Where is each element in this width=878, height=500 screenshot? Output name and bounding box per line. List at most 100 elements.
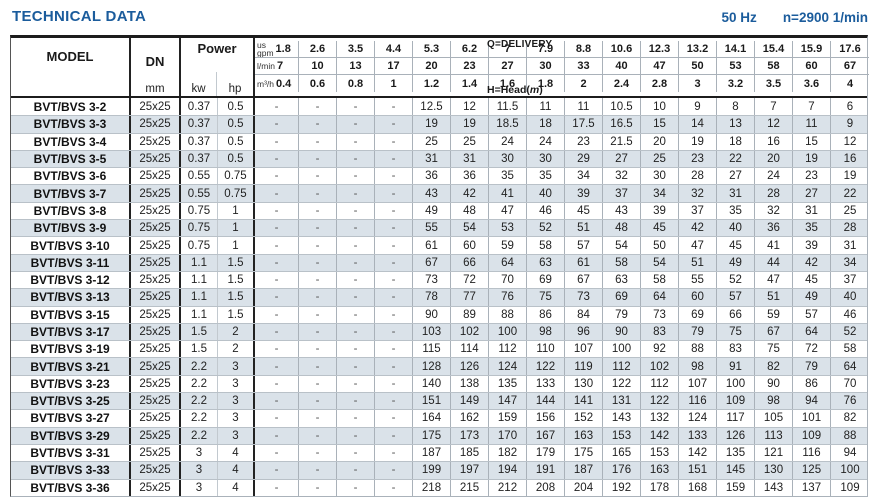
kw-cell: 0.75 [181, 220, 218, 237]
model-cell: BVT/BVS 3-10 [11, 237, 131, 254]
head-cell: 11 [793, 116, 831, 133]
speed-label: n=2900 1/min [782, 10, 868, 25]
head-cell: 96 [565, 323, 603, 341]
head-cell: 12 [451, 98, 489, 116]
dn-cell: 25x25 [131, 444, 181, 462]
head-cell: 109 [793, 427, 831, 444]
head-cell: - [255, 202, 299, 220]
hp-cell: 0.5 [218, 98, 255, 116]
kw-cell: 3 [181, 444, 218, 462]
kw-cell: 1.5 [181, 323, 218, 341]
head-cell: 112 [603, 358, 641, 375]
head-cell: 19 [451, 116, 489, 133]
delivery-m3_h-cell: 1.6 [489, 75, 527, 93]
table-row: BVT/BVS 3-13 25x25 1.1 1.5- - - -78 77 76 75 73 69 6… [11, 288, 867, 306]
head-cell: 64 [843, 360, 857, 373]
head-cell: 52 [527, 220, 565, 237]
dn-cell: 25x25 [131, 289, 181, 306]
delivery-units-grid: us gpm 1.8 2.6 3.5 4.4 5.3 6.2 7 7.9 8.8 10.6 12.3 13… [255, 41, 869, 93]
head-cell: - [337, 393, 375, 410]
table-row: BVT/BVS 3-19 25x25 1.5 2- - - -115 114 112 110 107… [11, 340, 867, 358]
delivery-us_gpm-cell: 15.9 [793, 41, 831, 59]
page-title: TECHNICAL DATA [12, 8, 147, 25]
delivery-value: 0.8 [347, 77, 364, 90]
hp-cell: 2 [218, 323, 255, 341]
head-cell: - [375, 289, 413, 306]
head-cell: 70 [489, 271, 527, 289]
model-cell: BVT/BVS 3-33 [11, 462, 131, 479]
delivery-m3_h-cell: 4 [831, 75, 869, 92]
hp-cell: 1 [218, 237, 255, 254]
head-cell: 147 [489, 393, 527, 410]
head-cell: - [255, 168, 299, 185]
unit-label-us_gpm: us gpm [257, 41, 274, 59]
delivery-value: 2 [580, 77, 587, 90]
head-cell: 42 [451, 185, 489, 202]
head-cell: - [337, 306, 375, 323]
head-cell: 153 [641, 444, 679, 462]
head-cell: 64 [793, 323, 831, 341]
model-cell: BVT/BVS 3-12 [11, 271, 131, 289]
hp-cell: 4 [218, 479, 255, 496]
head-cell: 32 [679, 185, 717, 202]
head-cell: 11 [565, 98, 603, 116]
q-delivery-label: Q=DELIVERY [487, 39, 553, 50]
head-cell: - [337, 220, 375, 237]
dn-cell: 25x25 [131, 168, 181, 185]
kw-cell: 1.1 [181, 271, 218, 289]
model-cell: BVT/BVS 3-23 [11, 375, 131, 393]
head-cell: - [375, 220, 413, 237]
head-cell: 92 [641, 341, 679, 358]
table-header: MODEL DN mm Power kw hp Q=DELIVERY us gpm… [11, 38, 869, 98]
delivery-l_min-cell: 10 [299, 58, 337, 76]
head-cell: 49 [793, 289, 831, 306]
kw-header-label: kw [181, 72, 218, 96]
model-cell: BVT/BVS 3-9 [11, 220, 131, 237]
delivery-value: 7 [276, 60, 284, 73]
table-row: BVT/BVS 3-6 25x25 0.55 0.75- - - -36 36 35 35 34 32… [11, 167, 867, 185]
head-cell: - [337, 358, 375, 375]
delivery-us_gpm-cell: 6.2 [451, 41, 489, 59]
table-row: BVT/BVS 3-3 25x25 0.37 0.5- - - -19 19 18.5 18 17.… [11, 115, 867, 133]
head-cell: 94 [793, 393, 831, 410]
head-cell: 37 [679, 202, 717, 220]
head-cell: 21.5 [603, 133, 641, 150]
delivery-us_gpm-cell: 12.3 [641, 41, 679, 59]
delivery-value: 20 [425, 60, 438, 73]
unit-label-l_min: l/min [257, 61, 275, 72]
dn-cell: 25x25 [131, 220, 181, 237]
hp-cell: 0.5 [218, 116, 255, 133]
head-cell: - [375, 116, 413, 133]
head-cell: 19 [793, 150, 831, 168]
delivery-m3_h-cell: 0.8 [337, 75, 375, 93]
kw-cell: 0.37 [181, 98, 218, 116]
head-cell: 199 [413, 462, 451, 479]
kw-cell: 1.1 [181, 289, 218, 306]
head-cell: 70 [843, 377, 857, 390]
model-column-header: MODEL [11, 38, 131, 96]
table-row: BVT/BVS 3-7 25x25 0.55 0.75- - - -43 42 41 40 39 37… [11, 184, 867, 202]
head-cell: 40 [527, 185, 565, 202]
hp-cell: 0.75 [218, 168, 255, 185]
head-cell: 102 [451, 323, 489, 341]
delivery-value: 5.3 [423, 43, 440, 56]
head-cell: 51 [679, 254, 717, 271]
head-cell: 16 [755, 133, 793, 150]
head-cell: 12.5 [413, 98, 451, 116]
head-cell: 119 [565, 358, 603, 375]
table-row: BVT/BVS 3-4 25x25 0.37 0.5- - - -25 25 24 24 23 21.… [11, 132, 867, 150]
head-cell: 49 [717, 254, 755, 271]
model-cell: BVT/BVS 3-7 [11, 185, 131, 202]
head-cell: 10.5 [603, 98, 641, 116]
head-cell: 22 [843, 187, 857, 200]
head-cell: 103 [413, 323, 451, 341]
head-cell: - [255, 306, 299, 323]
dn-cell: 25x25 [131, 323, 181, 341]
head-cell: 9 [846, 118, 854, 131]
delivery-value: 2.4 [613, 77, 630, 90]
head-cell: 61 [565, 254, 603, 271]
head-cell: 197 [451, 462, 489, 479]
head-cell: 91 [717, 358, 755, 375]
head-cell: 37 [603, 185, 641, 202]
delivery-value: 1.2 [423, 77, 440, 90]
